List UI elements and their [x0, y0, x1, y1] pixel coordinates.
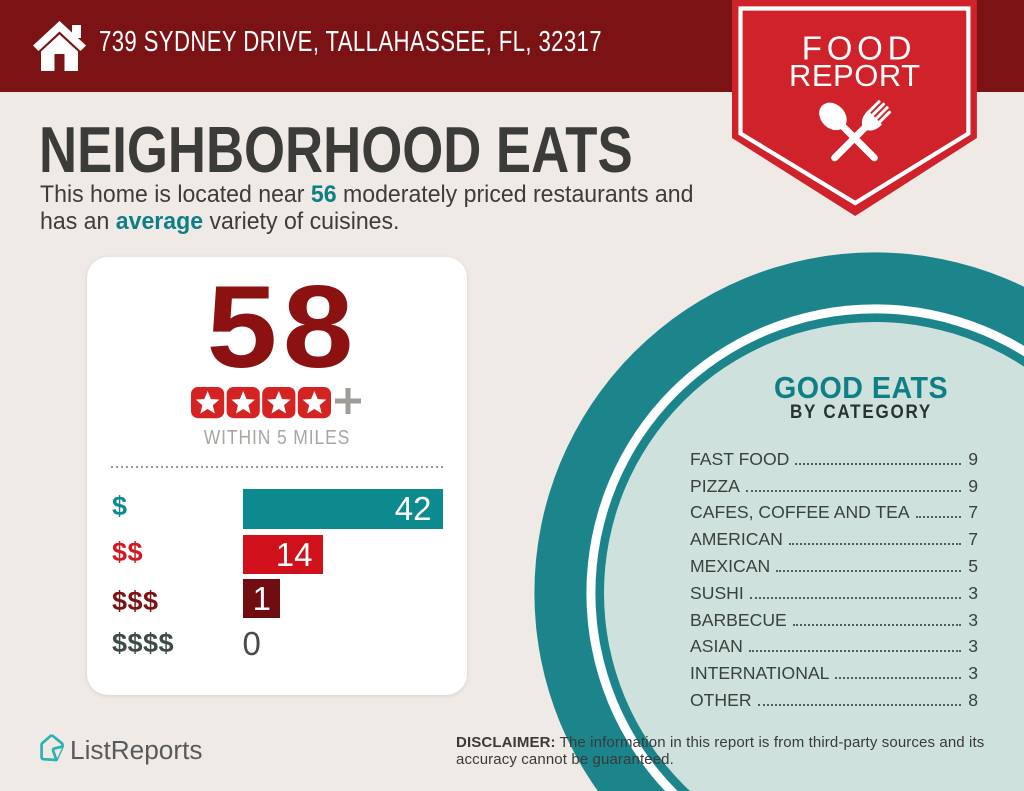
svg-text:REPORT: REPORT: [788, 58, 920, 93]
svg-text:FOOD: FOOD: [801, 30, 916, 67]
